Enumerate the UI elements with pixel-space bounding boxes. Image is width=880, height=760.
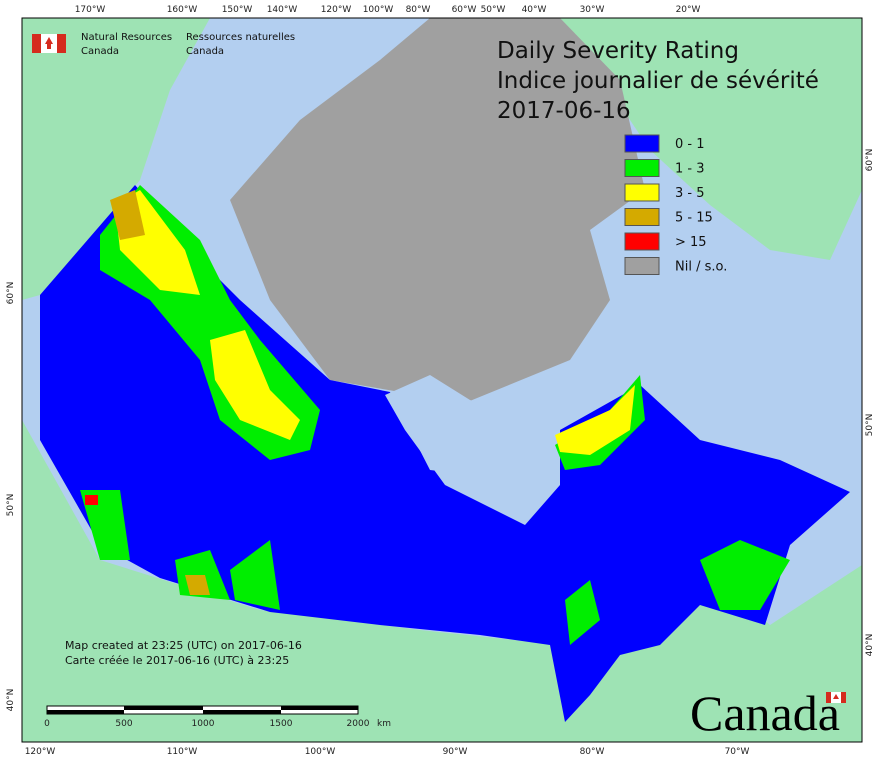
scale-label: 2000 [347, 719, 370, 729]
graticule-label: 70°W [725, 747, 750, 757]
scale-labels: 0 500 1000 1500 2000 km [44, 719, 391, 729]
agency-en: Natural Resources [81, 32, 172, 43]
graticule-label: 100°W [363, 5, 394, 15]
legend-label: 3 - 5 [675, 186, 705, 201]
graticule-label: 60°N [865, 149, 875, 172]
graticule-label: 150°W [222, 5, 253, 15]
graticule-label: 170°W [75, 5, 106, 15]
scale-label: 1000 [192, 719, 215, 729]
scale-label: 1500 [270, 719, 293, 729]
side-labels: 60°N 50°N 40°N 60°N 50°N 40°N [6, 149, 875, 712]
legend-swatch [624, 159, 660, 177]
graticule-label: 160°W [167, 5, 198, 15]
top-labels: 170°W 160°W 150°W 140°W 120°W 100°W 80°W 60°W 50… [75, 5, 701, 15]
graticule-label: 90°W [443, 747, 468, 757]
legend-swatch [624, 232, 660, 251]
legend-swatch [624, 208, 660, 226]
graticule-label: 40°N [865, 634, 875, 657]
legend-label: 0 - 1 [675, 137, 705, 152]
graticule-label: 120°W [25, 747, 56, 757]
graticule-label: 50°N [6, 494, 16, 517]
legend: 0 - 1 1 - 3 3 - 5 5 - 15 > 15 Nil / s.o. [624, 134, 727, 275]
bottom-labels: 120°W 110°W 100°W 90°W 80°W 70°W [25, 747, 750, 757]
graticule-label: 30°W [580, 5, 605, 15]
wordmark: Canada [690, 685, 840, 741]
graticule-label: 80°W [406, 5, 431, 15]
graticule-label: 50°W [481, 5, 506, 15]
agency-fr: Ressources naturelles [186, 32, 295, 43]
legend-label: Nil / s.o. [675, 260, 727, 275]
flag [32, 34, 846, 703]
agency-en: Canada [81, 46, 119, 57]
graticule-label: 60°N [6, 282, 16, 305]
scale-label: 0 [44, 719, 50, 729]
graticule-label: 60°W [452, 5, 477, 15]
legend-swatch [624, 183, 660, 202]
graticule-label: 80°W [580, 747, 605, 757]
legend-label: 1 - 3 [675, 162, 705, 177]
date: 2017-06-16 [497, 98, 631, 124]
legend-label: 5 - 15 [675, 211, 713, 226]
agency-fr: Canada [186, 46, 224, 57]
scale-label: 500 [115, 719, 132, 729]
graticule-label: 40°W [522, 5, 547, 15]
footer-en: Map created at 23:25 (UTC) on 2017-06-16 [65, 639, 302, 652]
graticule-label: 50°N [865, 414, 875, 437]
map-frame [21, 17, 863, 743]
graticule-label: 140°W [267, 5, 298, 15]
legend-label: > 15 [675, 235, 707, 250]
graticule-label: 20°W [676, 5, 701, 15]
legend-swatch [624, 257, 660, 275]
graticule-label: 100°W [305, 747, 336, 757]
graticule-label: 40°N [6, 689, 16, 712]
title-fr: Indice journalier de sévérité [497, 68, 819, 94]
graticule-label: 110°W [167, 747, 198, 757]
title: Daily Severity Rating [497, 38, 739, 64]
scale-bar [46, 705, 359, 715]
legend-swatch [624, 134, 660, 153]
graticule-label: 120°W [321, 5, 352, 15]
footer-fr: Carte créée le 2017-06-16 (UTC) à 23:25 [65, 654, 289, 667]
scale-unit: km [377, 719, 391, 729]
